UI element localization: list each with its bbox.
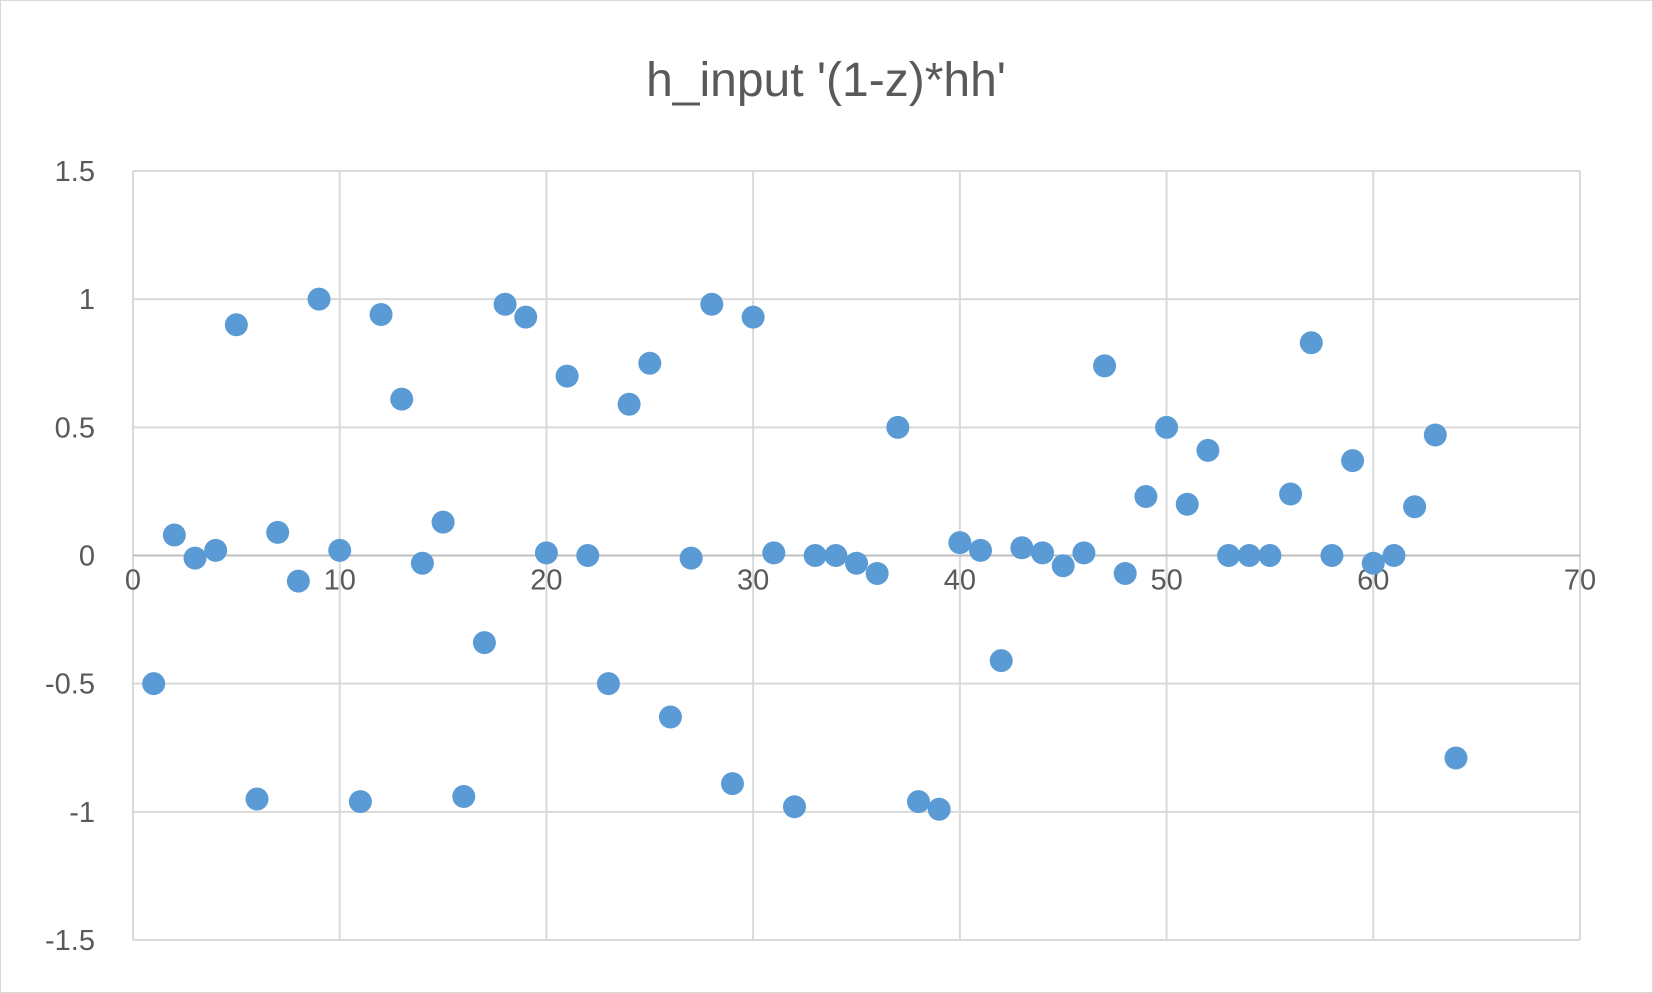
gridlines xyxy=(132,170,1581,941)
data-point xyxy=(948,531,972,555)
data-point xyxy=(245,787,269,811)
data-point xyxy=(824,544,848,567)
data-point xyxy=(1031,541,1055,565)
y-tick-label: -1 xyxy=(69,797,95,829)
data-point xyxy=(865,561,889,585)
y-tick-label: -1.5 xyxy=(45,925,95,957)
data-points xyxy=(142,287,1468,821)
data-point xyxy=(162,523,186,547)
data-point xyxy=(700,292,724,316)
data-point xyxy=(307,287,331,311)
x-tick-label: 10 xyxy=(324,565,356,597)
data-point xyxy=(1341,449,1365,473)
data-point xyxy=(431,510,455,534)
y-tick-label: 0 xyxy=(79,541,95,573)
data-point xyxy=(1444,746,1468,770)
data-point xyxy=(183,546,207,570)
data-point xyxy=(720,772,744,796)
data-point xyxy=(1423,423,1447,447)
data-point xyxy=(286,569,310,593)
data-point xyxy=(969,538,993,562)
data-point xyxy=(1403,495,1427,519)
x-tick-label: 50 xyxy=(1150,565,1182,597)
data-point xyxy=(369,303,393,327)
data-point xyxy=(555,364,579,388)
data-point xyxy=(845,551,868,575)
data-point xyxy=(452,784,476,808)
data-point xyxy=(472,631,496,655)
data-point xyxy=(782,795,806,819)
data-point xyxy=(617,392,641,416)
y-tick-label: 0.5 xyxy=(55,412,95,444)
data-point xyxy=(204,538,228,562)
data-point xyxy=(1093,354,1117,378)
data-point xyxy=(1237,544,1261,567)
data-point xyxy=(1175,492,1199,516)
data-point xyxy=(1051,554,1075,578)
data-point xyxy=(1217,544,1241,567)
data-point xyxy=(493,292,517,316)
data-point xyxy=(658,705,682,729)
data-point xyxy=(224,313,248,337)
x-tick-label: 20 xyxy=(530,565,562,597)
data-point xyxy=(534,541,558,565)
data-point xyxy=(1279,482,1303,506)
data-point xyxy=(927,797,951,821)
data-point xyxy=(576,544,600,567)
data-point xyxy=(989,649,1013,673)
data-point xyxy=(1155,415,1179,439)
data-point xyxy=(1113,561,1137,585)
data-point xyxy=(1196,438,1220,462)
data-point xyxy=(803,544,827,567)
data-point xyxy=(514,305,538,329)
data-point xyxy=(266,520,290,544)
x-tick-label: 70 xyxy=(1564,565,1596,597)
data-point xyxy=(762,541,786,565)
data-point xyxy=(1320,544,1344,567)
data-point xyxy=(410,551,434,575)
data-point xyxy=(596,672,620,696)
x-tick-label: 30 xyxy=(737,565,769,597)
y-tick-label: 1 xyxy=(79,284,95,316)
data-point xyxy=(328,538,352,562)
data-point xyxy=(1134,485,1158,509)
tick-labels: 0 10 20 30 40 50 60 701.510.50-0.5-1-1.5 xyxy=(45,156,1596,957)
data-point xyxy=(1299,331,1323,355)
data-point xyxy=(1361,551,1385,575)
data-point xyxy=(741,305,765,329)
data-point xyxy=(638,351,662,375)
data-point xyxy=(142,672,166,696)
data-point xyxy=(1072,541,1096,565)
data-point xyxy=(390,387,414,411)
x-tick-label: 40 xyxy=(944,565,976,597)
data-point xyxy=(1010,536,1034,560)
data-point xyxy=(1382,544,1406,567)
y-tick-label: 1.5 xyxy=(55,156,95,188)
data-point xyxy=(348,790,372,814)
data-point xyxy=(907,790,931,814)
y-tick-label: -0.5 xyxy=(45,669,95,701)
x-tick-label: 0 xyxy=(125,565,141,597)
chart-title: h_input '(1-z)*hh' xyxy=(646,54,1006,107)
data-point xyxy=(1258,544,1282,567)
data-point xyxy=(886,415,910,439)
data-point xyxy=(679,546,703,570)
